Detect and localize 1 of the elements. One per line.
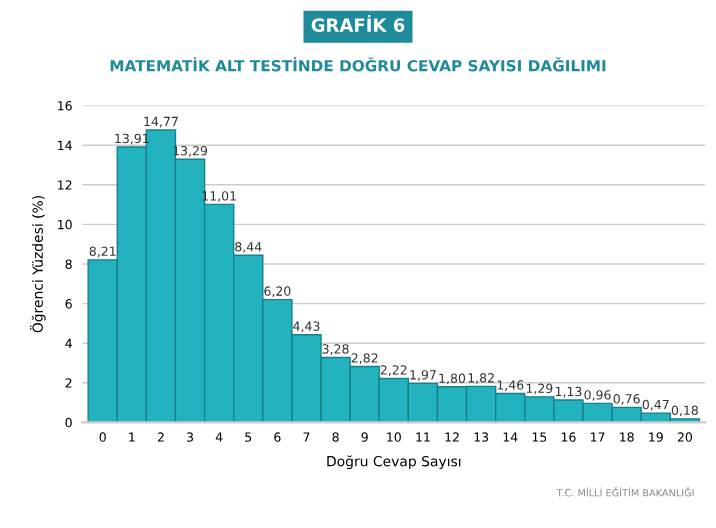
chart-title: GRAFİK 6 (311, 14, 405, 32)
